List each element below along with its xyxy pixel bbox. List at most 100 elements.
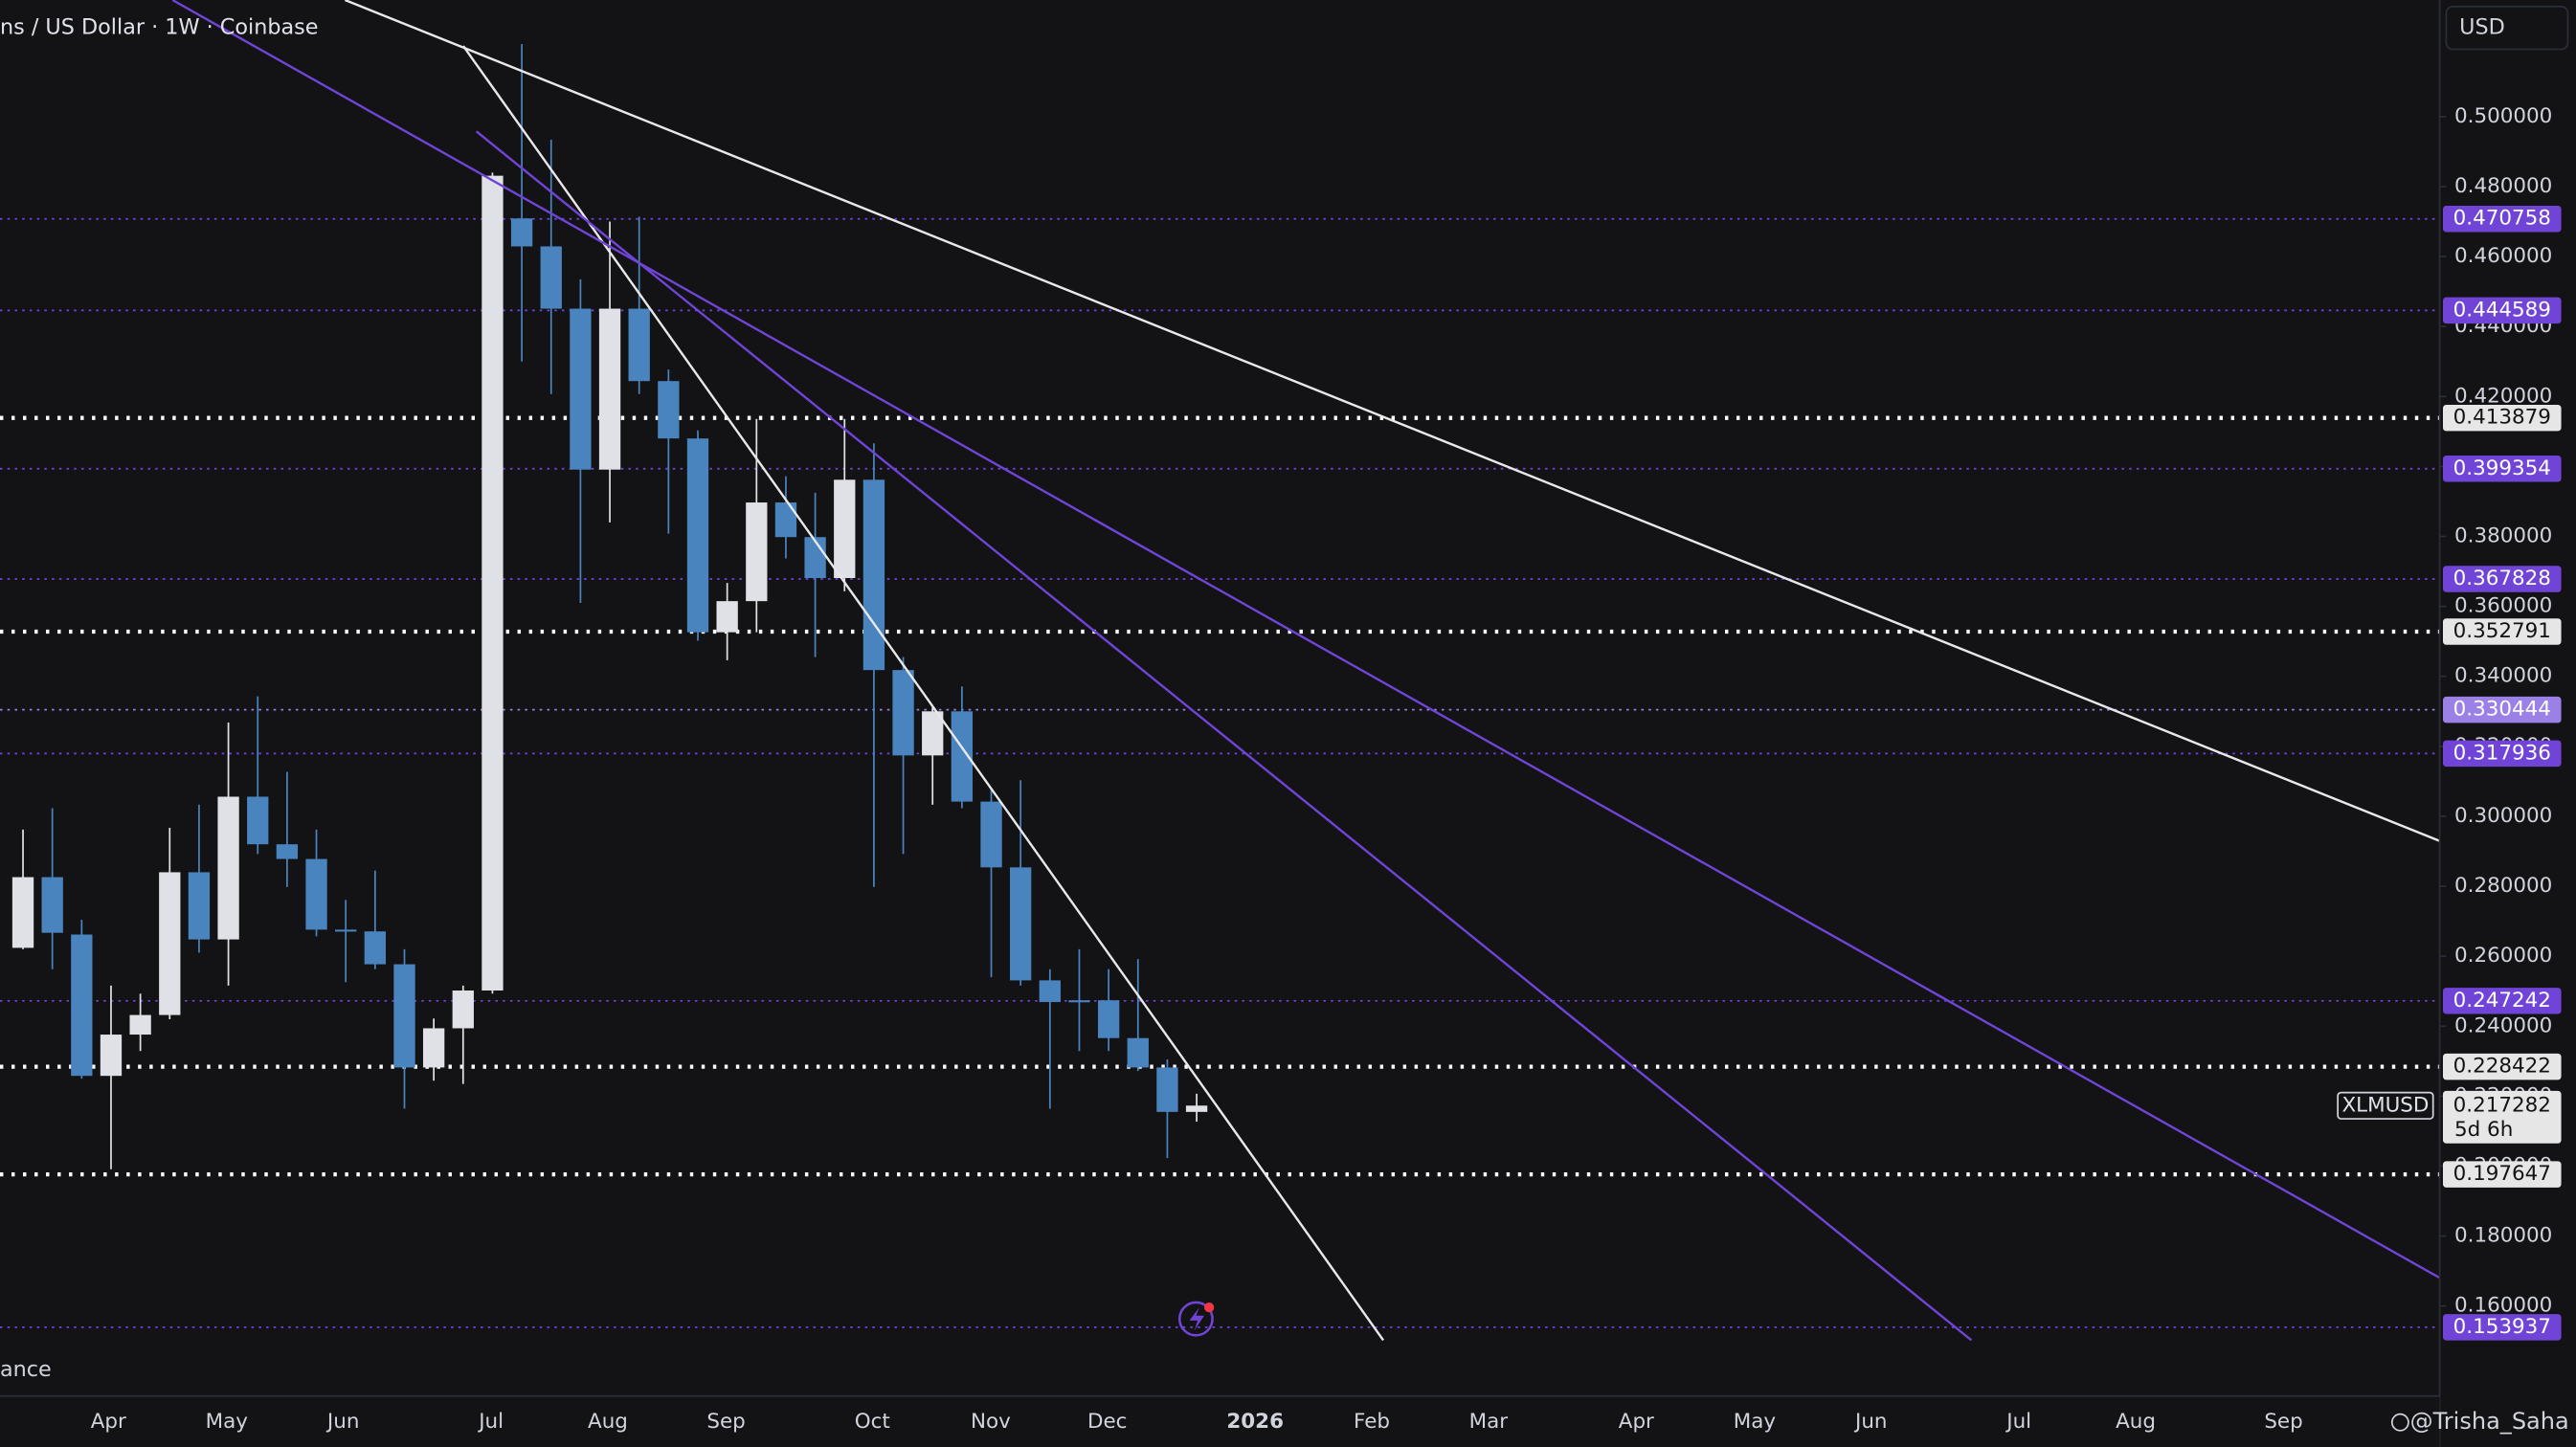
- candle-body: [510, 218, 533, 247]
- chart-title: ns / US Dollar · 1W · Coinbase: [0, 15, 318, 40]
- trendline: [461, 45, 1385, 1342]
- x-tick-label: Mar: [1469, 1410, 1509, 1434]
- x-tick-label: Aug: [2116, 1410, 2156, 1434]
- event-dot: [1203, 1302, 1215, 1313]
- trendline: [344, 0, 2441, 842]
- candle-body: [100, 1035, 123, 1077]
- candle-body: [41, 877, 63, 933]
- candle-body: [1010, 867, 1032, 981]
- time-axis-panel: [0, 1395, 2440, 1447]
- y-tick-label: 0.260000: [2454, 944, 2552, 968]
- candle-body: [422, 1028, 445, 1068]
- price-level-badge: [2442, 404, 2562, 432]
- x-tick-label: May: [206, 1410, 249, 1434]
- x-tick-label: Nov: [971, 1410, 1011, 1434]
- y-tick-label: 0.240000: [2454, 1013, 2552, 1037]
- price-level-label: 0.153937: [2453, 1315, 2551, 1339]
- price-level-badge: [2442, 456, 2562, 482]
- x-tick-label: Dec: [1087, 1410, 1127, 1434]
- y-tick-label: 0.300000: [2454, 804, 2552, 828]
- price-level-badge: [2442, 618, 2562, 645]
- candle-body: [217, 796, 239, 940]
- price-axis-panel: [2439, 0, 2576, 1447]
- x-tick-label: Sep: [2264, 1410, 2302, 1434]
- candle-body: [716, 601, 738, 633]
- candle-body: [746, 502, 768, 602]
- y-tick-label: 0.180000: [2454, 1224, 2552, 1248]
- price-level-badge: [2442, 566, 2562, 592]
- candle-body: [1097, 1000, 1120, 1038]
- countdown-label: 5d 6h: [2454, 1118, 2513, 1142]
- candle-body: [393, 964, 415, 1068]
- y-tick-label: 0.360000: [2454, 594, 2552, 618]
- event-icon-bolt: [1189, 1307, 1204, 1331]
- price-level-badge: [2442, 206, 2562, 233]
- candle-body: [980, 801, 1002, 868]
- price-level-badge: [2442, 1053, 2562, 1080]
- price-level-badge: [2442, 297, 2562, 324]
- candle-body: [1039, 980, 1061, 1003]
- candle-body: [11, 877, 34, 948]
- price-level-badge: [2442, 988, 2562, 1014]
- price-level-label: 0.352791: [2453, 619, 2551, 643]
- candle-body: [834, 479, 856, 579]
- candle-body: [686, 438, 709, 633]
- candle-body: [1127, 1037, 1149, 1068]
- candle-body: [305, 858, 327, 930]
- symbol-badge: [2337, 1091, 2434, 1120]
- x-tick-label: Jul: [2005, 1410, 2031, 1434]
- candle-body: [452, 990, 474, 1029]
- candle-body: [71, 934, 93, 1077]
- candle-body: [598, 308, 621, 470]
- candle-body: [540, 246, 562, 309]
- price-level-label: 0.247242: [2453, 989, 2551, 1013]
- candle-body: [1156, 1067, 1178, 1112]
- legend-fragment: ance: [0, 1357, 52, 1382]
- x-tick-label: 2026: [1226, 1410, 1284, 1434]
- y-tick-label: 0.420000: [2454, 384, 2552, 408]
- y-tick-label: 0.340000: [2454, 664, 2552, 688]
- price-level-badge: [2442, 696, 2562, 724]
- candle-body: [1185, 1105, 1208, 1112]
- y-tick-label: 0.160000: [2454, 1294, 2552, 1318]
- x-tick-label: Feb: [1354, 1410, 1390, 1434]
- price-level-label: 0.317936: [2453, 741, 2551, 765]
- y-tick-label: 0.480000: [2454, 174, 2552, 198]
- x-tick-label: Apr: [1619, 1410, 1654, 1434]
- x-tick-label: Jul: [477, 1410, 504, 1434]
- candle-body: [1068, 1000, 1090, 1003]
- candle-body: [276, 844, 299, 859]
- last-price-label: 0.217282: [2453, 1093, 2551, 1117]
- y-tick-label: 0.460000: [2454, 244, 2552, 268]
- x-tick-label: Sep: [706, 1410, 745, 1434]
- y-tick-label: 0.500000: [2454, 104, 2552, 128]
- candle-body: [482, 175, 504, 991]
- price-level-badge: [2442, 1314, 2562, 1341]
- candle-body: [159, 872, 181, 1015]
- x-tick-label: Oct: [855, 1410, 890, 1434]
- trendline: [475, 130, 1973, 1342]
- price-level-label: 0.470758: [2453, 207, 2551, 231]
- candle-body: [628, 308, 650, 382]
- last-price-badge: [2442, 1090, 2562, 1144]
- candle-body: [922, 711, 944, 756]
- x-tick-label: Aug: [588, 1410, 628, 1434]
- candle-body: [774, 502, 797, 538]
- trendlines: [171, 0, 2441, 1342]
- price-level-label: 0.197647: [2453, 1162, 2551, 1186]
- currency-button[interactable]: [2445, 6, 2569, 51]
- candle-body: [247, 796, 269, 845]
- x-tick-label: Apr: [91, 1410, 126, 1434]
- x-tick-label: Jun: [1853, 1410, 1888, 1434]
- currency[interactable]: USD: [2459, 15, 2505, 40]
- candle-body: [335, 929, 357, 932]
- candle-body: [129, 1014, 151, 1035]
- x-tick-label: Jun: [325, 1410, 360, 1434]
- candle-body: [804, 537, 826, 579]
- watermark-icon: [2390, 1413, 2409, 1432]
- candle-body: [364, 931, 386, 965]
- event-icon[interactable]: [1177, 1301, 1214, 1337]
- candle-body: [188, 872, 211, 940]
